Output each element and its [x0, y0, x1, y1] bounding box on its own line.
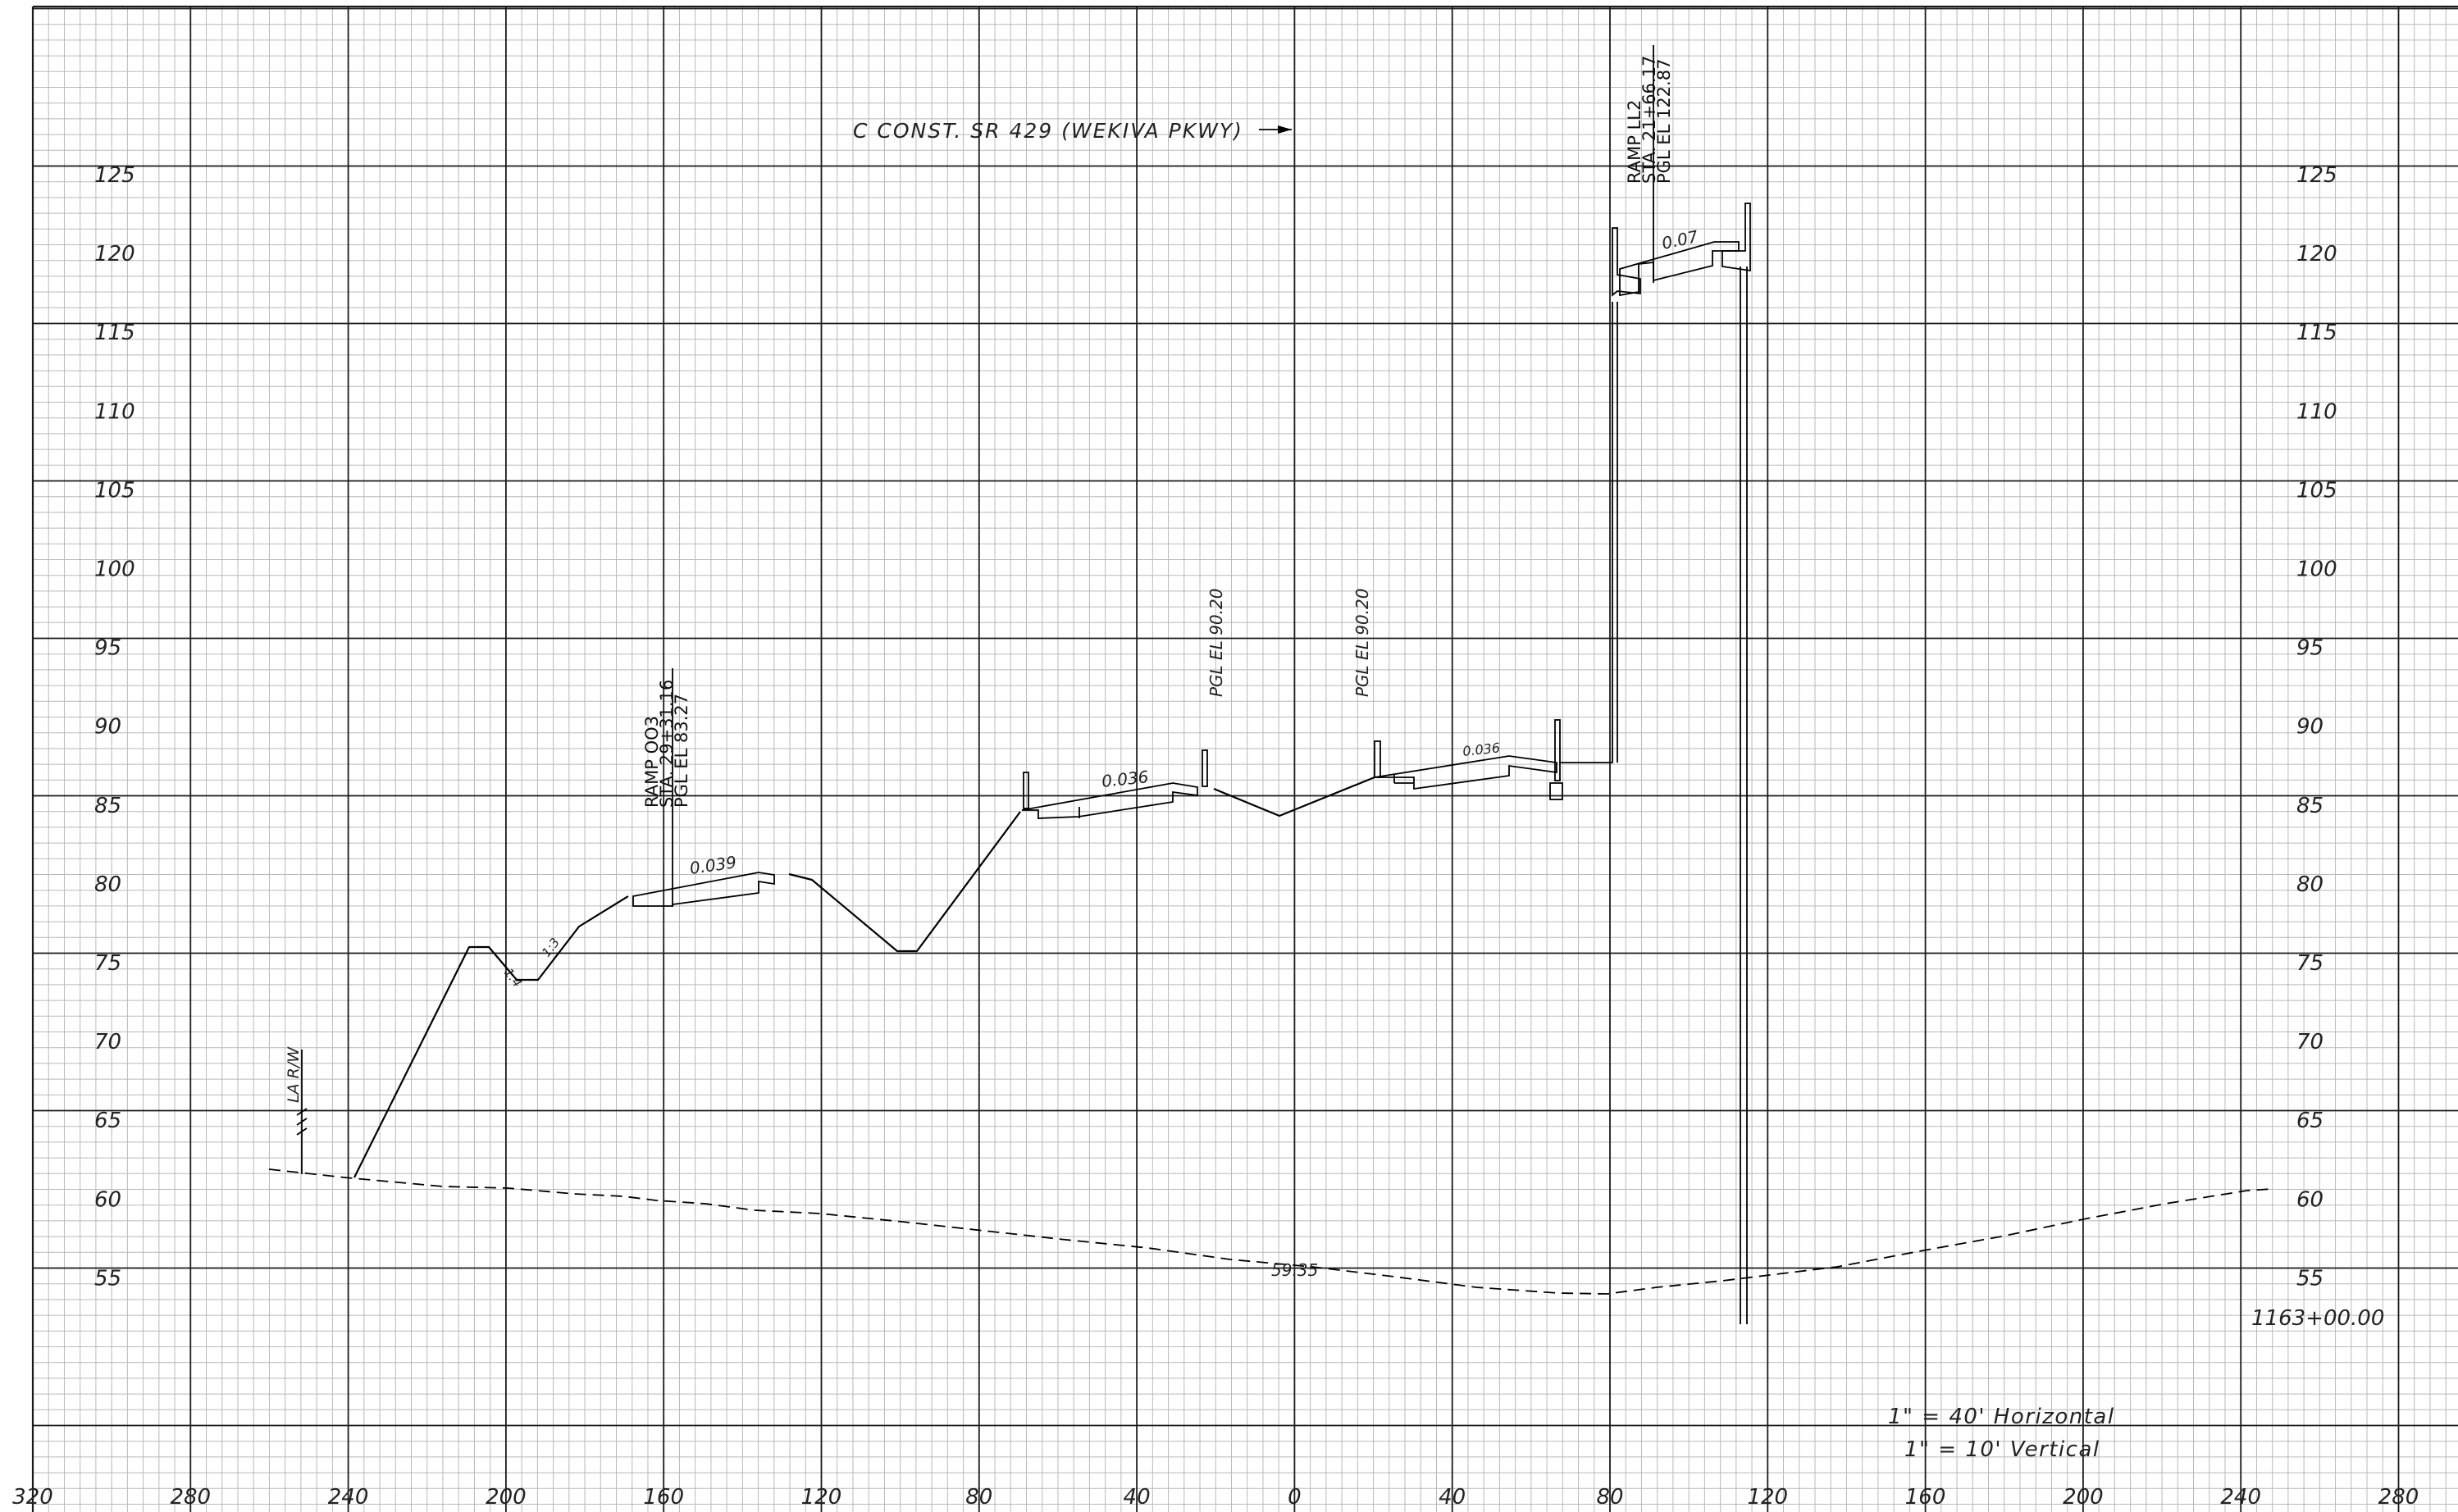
right-of-way-label: LA R/W — [285, 1046, 303, 1103]
offset-tick-label: 160 — [1905, 1485, 1946, 1510]
elevation-tick-label: 85 — [94, 794, 121, 818]
elevation-axis-right: 125 120 115 110 105 100 95 90 85 80 75 70 65 60 55 — [2296, 163, 2337, 1291]
baseline-label: C CONST. SR 429 (WEKIVA PKWY) — [853, 119, 1243, 143]
offset-tick-label: 80 — [1596, 1485, 1623, 1510]
ramp-oo3-pgl: PGL EL 83.27 — [672, 694, 691, 808]
offset-tick-label: 0 — [1288, 1485, 1302, 1510]
elevation-tick-label: 120 — [2296, 242, 2337, 266]
elevation-tick-label: 105 — [2296, 478, 2337, 503]
station-label: 1163+00.00 — [2251, 1306, 2384, 1331]
elevation-tick-label: 90 — [2296, 715, 2323, 740]
offset-axis: 320 280 240 200 160 120 80 40 0 40 80 120 160 200 240 2… — [12, 1485, 2419, 1510]
drainage-inlet — [1549, 782, 1563, 800]
ramp-ll2-pier-connection — [1560, 302, 1613, 763]
ramp-ll2-label: RAMP LL2 — [1625, 100, 1644, 184]
elevation-tick-label: 65 — [94, 1109, 121, 1133]
offset-tick-label: 320 — [12, 1485, 53, 1510]
elevation-tick-label: 110 — [2296, 399, 2337, 424]
elevation-tick-label: 100 — [94, 558, 135, 582]
elevation-tick-label: 80 — [2296, 872, 2323, 897]
offset-tick-label: 120 — [801, 1485, 842, 1510]
ramp-ll2-station: STA. 21+66.17 — [1639, 56, 1659, 184]
scale-horizontal: 1" = 40' Horizontal — [1888, 1405, 2115, 1429]
elevation-tick-label: 105 — [94, 478, 135, 503]
mainline-right-pavement — [1374, 755, 1557, 790]
elevation-axis-left: 125 120 115 110 105 100 95 90 85 80 75 70 65 60 55 — [94, 163, 135, 1291]
elevation-tick-label: 95 — [2296, 636, 2323, 661]
elevation-tick-label: 65 — [2296, 1109, 2323, 1133]
offset-tick-label: 40 — [1124, 1485, 1151, 1510]
grid — [31, 5, 2458, 1512]
elevation-tick-label: 70 — [2296, 1030, 2323, 1054]
offset-tick-label: 280 — [170, 1485, 211, 1510]
barrier-left-a — [1023, 772, 1029, 809]
offset-tick-label: 120 — [1747, 1485, 1788, 1510]
ramp-oo3-label: RAMP OO3 — [642, 716, 662, 808]
proposed-profile-left — [353, 895, 629, 1178]
elevation-tick-label: 100 — [2296, 558, 2337, 582]
elevation-tick-label: 55 — [2296, 1266, 2323, 1291]
elevation-tick-label: 95 — [94, 636, 121, 661]
elevation-tick-label: 80 — [94, 872, 121, 897]
offset-tick-label: 80 — [965, 1485, 992, 1510]
elevation-tick-label: 55 — [94, 1266, 121, 1291]
slope-mainline-right: 0.036 — [1462, 740, 1501, 759]
ramp-ll2-deck-right-end — [1722, 203, 1751, 272]
existing-ground-line — [268, 1168, 2273, 1295]
proposed-profile-mid — [788, 811, 1021, 953]
elevation-tick-label: 115 — [94, 321, 135, 345]
ramp-ll2-pgl: PGL EL 122.87 — [1654, 59, 1674, 184]
offset-tick-label: 40 — [1439, 1485, 1466, 1510]
ramp-oo3-station: STA. 29+31.16 — [657, 680, 677, 808]
elevation-tick-label: 120 — [94, 242, 135, 266]
offset-tick-label: 160 — [643, 1485, 684, 1510]
elevation-tick-label: 110 — [94, 399, 135, 424]
ramp-ll2-deck-left-end — [1612, 227, 1641, 297]
elevation-tick-label: 60 — [94, 1187, 121, 1212]
offset-tick-label: 200 — [486, 1485, 527, 1510]
ramp-oo3-pavement — [632, 872, 775, 907]
pgl-right-label: PGL EL 90.20 — [1352, 589, 1372, 697]
elevation-tick-label: 125 — [2296, 163, 2337, 188]
elevation-tick-label: 70 — [94, 1030, 121, 1054]
elevation-tick-label: 115 — [2296, 321, 2337, 345]
elevation-tick-label: 75 — [2296, 951, 2323, 976]
offset-tick-label: 240 — [2220, 1485, 2261, 1510]
barrier-right-a — [1374, 740, 1381, 778]
mainline-left-pavement — [1021, 782, 1198, 819]
proposed-profile-right — [1213, 776, 1375, 817]
scale-vertical: 1" = 10' Vertical — [1904, 1437, 2100, 1462]
elevation-tick-label: 90 — [94, 715, 121, 740]
elevation-tick-label: 125 — [94, 163, 135, 188]
barrier-left-b — [1202, 749, 1208, 787]
pgl-left-label: PGL EL 90.20 — [1206, 589, 1226, 697]
elevation-tick-label: 85 — [2296, 794, 2323, 818]
elevation-tick-label: 75 — [94, 951, 121, 976]
existing-ground-elev: 59.35 — [1271, 1260, 1318, 1280]
barrier-right-b — [1554, 719, 1561, 781]
elevation-tick-label: 60 — [2296, 1187, 2323, 1212]
offset-tick-label: 240 — [328, 1485, 369, 1510]
offset-tick-label: 280 — [2378, 1485, 2419, 1510]
offset-tick-label: 200 — [2063, 1485, 2104, 1510]
slope-mainline-left: 0.036 — [1101, 767, 1149, 791]
